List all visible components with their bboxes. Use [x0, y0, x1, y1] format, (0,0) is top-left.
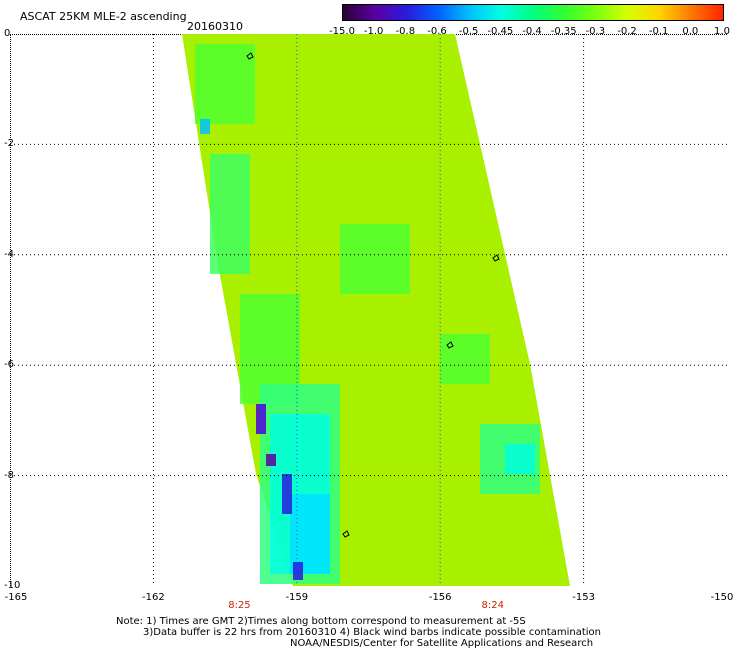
colorbar-label: -15.0 — [329, 26, 355, 37]
colorbar-label: -0.35 — [550, 26, 577, 37]
colorbar-label: -0.5 — [458, 26, 479, 37]
note-line-1: Note: 1) Times are GMT 2)Times along bot… — [116, 616, 526, 627]
x-tick-label: -150 — [710, 592, 734, 603]
y-tick-label: 0 — [4, 28, 11, 39]
swath-patch — [256, 404, 266, 434]
swath-patch — [340, 224, 410, 294]
swath-patch — [195, 44, 255, 124]
swath-patch — [440, 334, 490, 384]
y-tick-label: -2 — [4, 138, 14, 150]
wind-barb-mark — [342, 530, 350, 538]
swath-time-label: 8:25 — [228, 600, 251, 611]
note-line-3: NOAA/NESDIS/Center for Satellite Applica… — [290, 638, 594, 649]
colorbar-label: -0.4 — [522, 26, 542, 37]
wind-barb-mark — [492, 254, 500, 262]
swath-patch — [200, 119, 210, 134]
colorbar-label: -0.2 — [617, 26, 637, 37]
product-date: 20160310 — [187, 20, 243, 33]
x-tick-label: -162 — [142, 592, 165, 603]
colorbar-label: -0.3 — [585, 26, 606, 37]
x-tick-label: -165 — [4, 592, 28, 603]
swath-plot — [10, 34, 727, 586]
colorbar-label: -0.8 — [395, 26, 416, 37]
swath-svg — [10, 34, 727, 586]
swath-patch — [266, 454, 276, 466]
swath-patch — [505, 444, 535, 474]
y-tick-label: -8 — [4, 469, 14, 481]
y-tick-label: -10 — [4, 580, 21, 591]
colorbar-label: 0.0 — [682, 26, 699, 37]
note-line-2: 3)Data buffer is 22 hrs from 20160310 4)… — [143, 627, 601, 638]
swath-patch — [210, 154, 250, 274]
colorbar-labels: -15.0 -1.0 -0.8 -0.6 -0.5 -0.45 -0.4 -0.35 -0.3-… — [320, 26, 730, 38]
x-tick-label: -156 — [428, 592, 452, 603]
wind-barb-mark — [446, 341, 454, 349]
wind-barb-mark — [246, 52, 254, 60]
y-tick-label: -4 — [4, 248, 14, 260]
y-tick-label: -6 — [4, 359, 14, 371]
colorbar-label: -0.6 — [427, 26, 447, 37]
swath-time-label: 8:24 — [481, 600, 504, 611]
colorbar-label: -1.0 — [363, 26, 384, 37]
product-title: ASCAT 25KM MLE-2 ascending — [20, 10, 187, 23]
x-tick-label: -153 — [572, 592, 595, 603]
x-tick-label: -159 — [285, 592, 309, 603]
colorbar — [342, 4, 724, 21]
swath-patch — [293, 562, 303, 580]
swath-patch — [282, 474, 292, 514]
colorbar-label: -0.1 — [648, 26, 669, 37]
colorbar-label: -0.45 — [487, 26, 514, 37]
colorbar-label: 1.0 — [714, 26, 730, 37]
